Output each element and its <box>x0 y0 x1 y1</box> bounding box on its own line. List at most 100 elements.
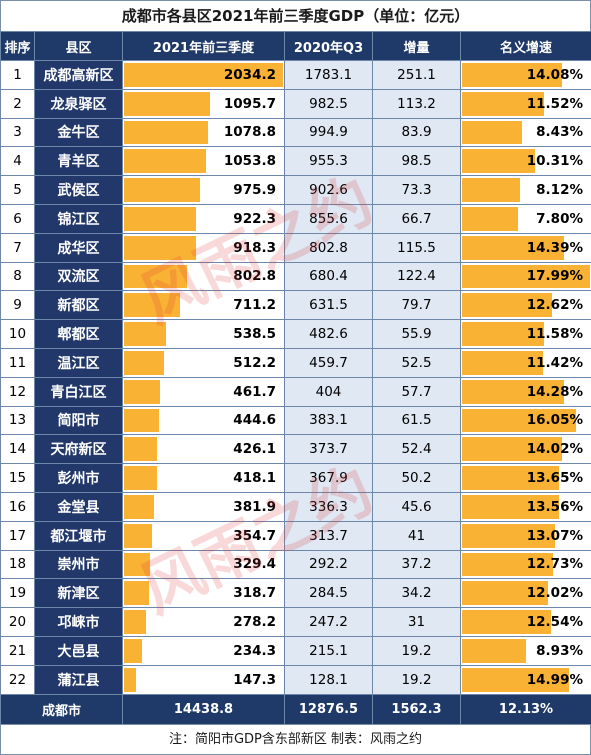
rank-cell: 4 <box>0 146 35 177</box>
current-value: 318.7 <box>233 585 276 602</box>
header-rank: 排序 <box>0 31 35 61</box>
current-cell: 318.7 <box>122 578 285 609</box>
table-row: 17 都江堰市 354.7 313.7 41 13.07% <box>0 520 591 551</box>
current-cell: 147.3 <box>122 664 285 695</box>
table-row: 16 金堂县 381.9 336.3 45.6 13.56% <box>0 491 591 522</box>
current-bar <box>124 581 149 606</box>
growth-value: 16.05% <box>526 412 583 429</box>
growth-cell: 7.80% <box>460 203 591 234</box>
table-row: 14 天府新区 426.1 373.7 52.4 14.02% <box>0 434 591 465</box>
growth-value: 11.58% <box>526 326 583 343</box>
previous-cell: 367.9 <box>284 463 373 493</box>
previous-cell: 313.7 <box>284 520 373 551</box>
current-bar <box>124 610 146 634</box>
current-cell: 418.1 <box>122 463 285 493</box>
current-bar <box>124 264 187 289</box>
increase-cell: 122.4 <box>372 261 461 292</box>
table-row: 21 大邑县 234.3 215.1 19.2 8.93% <box>0 635 591 666</box>
current-value: 381.9 <box>233 498 276 515</box>
increase-cell: 66.7 <box>372 203 461 234</box>
previous-cell: 284.5 <box>284 578 373 609</box>
increase-cell: 79.7 <box>372 290 461 321</box>
current-bar <box>124 322 167 346</box>
previous-cell: 482.6 <box>284 319 373 349</box>
district-cell: 双流区 <box>34 261 123 292</box>
increase-cell: 61.5 <box>372 405 461 436</box>
previous-cell: 1783.1 <box>284 60 373 90</box>
growth-value: 14.02% <box>526 441 583 458</box>
district-cell: 大邑县 <box>34 635 123 666</box>
current-bar <box>124 523 152 548</box>
increase-cell: 41 <box>372 520 461 551</box>
current-cell: 918.3 <box>122 232 285 263</box>
current-bar <box>124 206 197 231</box>
growth-bar <box>462 149 536 174</box>
rank-cell: 9 <box>0 290 35 321</box>
current-value: 418.1 <box>233 470 276 487</box>
table-row: 1 成都高新区 2034.2 1783.1 251.1 14.08% <box>0 60 591 90</box>
growth-cell: 11.52% <box>460 88 591 119</box>
current-cell: 711.2 <box>122 290 285 321</box>
rank-cell: 14 <box>0 434 35 465</box>
growth-value: 17.99% <box>526 268 583 285</box>
rank-cell: 16 <box>0 491 35 522</box>
previous-cell: 955.3 <box>284 146 373 177</box>
previous-cell: 982.5 <box>284 88 373 119</box>
current-cell: 802.8 <box>122 261 285 292</box>
district-cell: 成华区 <box>34 232 123 263</box>
district-cell: 都江堰市 <box>34 520 123 551</box>
table-row: 11 温江区 512.2 459.7 52.5 11.42% <box>0 347 591 378</box>
growth-value: 13.56% <box>526 498 583 515</box>
current-value: 278.2 <box>233 614 276 631</box>
previous-cell: 292.2 <box>284 549 373 580</box>
growth-bar <box>462 610 552 634</box>
header-previous: 2020年Q3 <box>284 31 373 61</box>
total-growth: 12.13% <box>460 693 591 726</box>
current-bar <box>124 91 210 116</box>
current-cell: 1078.8 <box>122 117 285 148</box>
current-cell: 975.9 <box>122 175 285 205</box>
header-current: 2021年前三季度 <box>122 31 285 61</box>
increase-cell: 52.4 <box>372 434 461 465</box>
previous-cell: 215.1 <box>284 635 373 666</box>
current-value: 329.4 <box>233 556 276 573</box>
table-row: 9 新都区 711.2 631.5 79.7 12.62% <box>0 290 591 321</box>
growth-bar <box>462 581 548 606</box>
header-row: 排序 县区 2021年前三季度 2020年Q3 增量 名义增速 <box>0 31 591 61</box>
rank-cell: 19 <box>0 578 35 609</box>
header-increase: 增量 <box>372 31 461 61</box>
increase-cell: 113.2 <box>372 88 461 119</box>
current-value: 975.9 <box>233 182 276 199</box>
growth-cell: 8.12% <box>460 175 591 205</box>
current-bar <box>124 466 157 490</box>
district-cell: 龙泉驿区 <box>34 88 123 119</box>
rank-cell: 20 <box>0 607 35 637</box>
growth-cell: 17.99% <box>460 261 591 292</box>
current-cell: 461.7 <box>122 376 285 407</box>
current-cell: 2034.2 <box>122 60 285 90</box>
rank-cell: 6 <box>0 203 35 234</box>
growth-value: 12.73% <box>526 556 583 573</box>
growth-cell: 8.43% <box>460 117 591 148</box>
increase-cell: 37.2 <box>372 549 461 580</box>
growth-value: 13.65% <box>526 470 583 487</box>
growth-bar <box>462 466 560 490</box>
increase-cell: 115.5 <box>372 232 461 263</box>
district-cell: 锦江区 <box>34 203 123 234</box>
growth-value: 8.43% <box>536 124 583 141</box>
growth-cell: 12.62% <box>460 290 591 321</box>
district-cell: 金牛区 <box>34 117 123 148</box>
district-cell: 新津区 <box>34 578 123 609</box>
district-cell: 青羊区 <box>34 146 123 177</box>
growth-value: 14.28% <box>526 383 583 400</box>
district-cell: 郫都区 <box>34 319 123 349</box>
rank-cell: 11 <box>0 347 35 378</box>
previous-cell: 631.5 <box>284 290 373 321</box>
increase-cell: 52.5 <box>372 347 461 378</box>
current-bar <box>124 437 158 462</box>
current-value: 444.6 <box>233 412 276 429</box>
growth-cell: 13.65% <box>460 463 591 493</box>
rank-cell: 1 <box>0 60 35 90</box>
previous-cell: 855.6 <box>284 203 373 234</box>
